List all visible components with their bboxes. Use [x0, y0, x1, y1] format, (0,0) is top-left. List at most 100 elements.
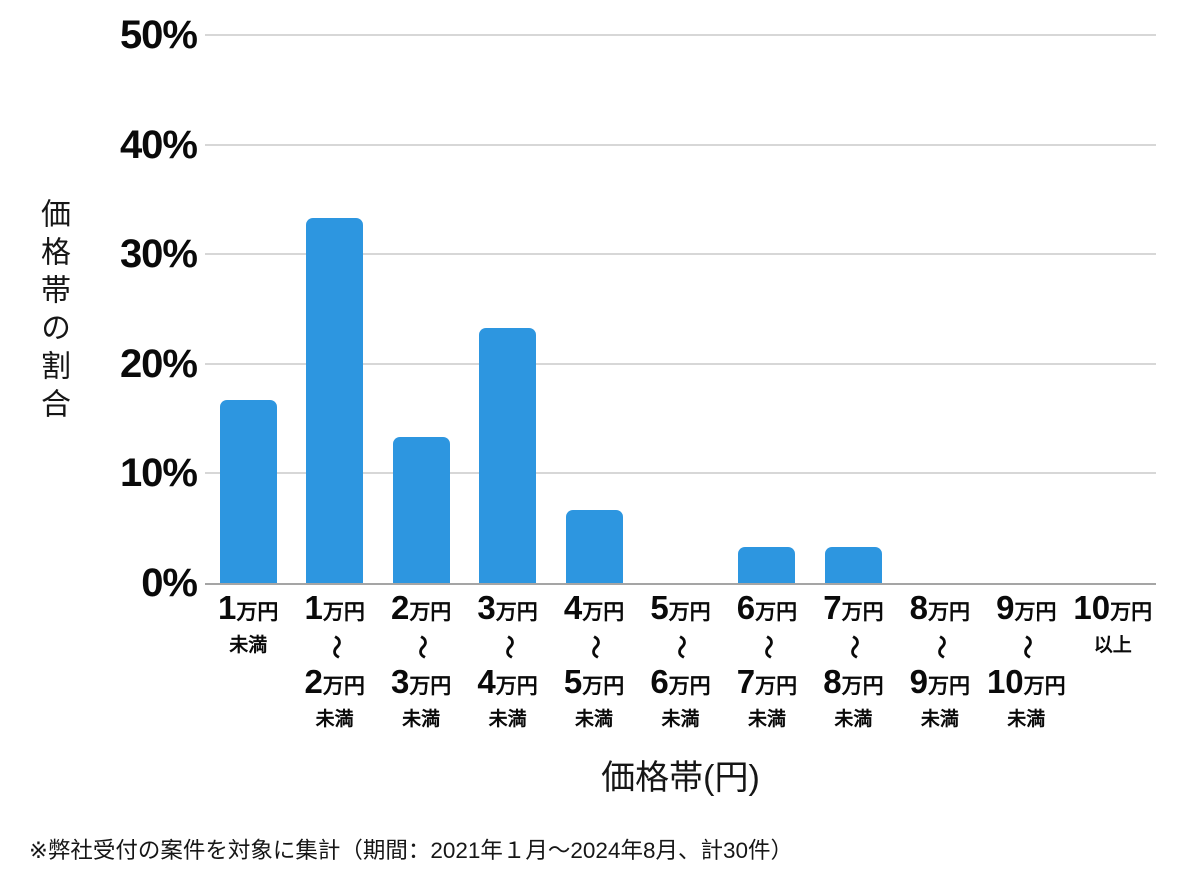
x-tick-number: 8: [823, 663, 842, 700]
x-tick-label: 2万円 〜 3万円 未満: [378, 591, 464, 733]
x-tick-number: 2: [304, 663, 323, 700]
x-tick-number: 6: [650, 663, 669, 700]
bar-slot: [378, 35, 464, 583]
x-tick-number: 8: [909, 589, 929, 626]
x-tick-suffix: 未満: [229, 635, 268, 656]
x-tick-label: 5万円 〜 6万円 未満: [637, 591, 723, 733]
x-tick-label: 9万円 〜 10万円 未満: [983, 591, 1069, 733]
gridline-20: [205, 362, 1156, 365]
tilde-glyph: 〜: [926, 635, 954, 659]
footnote: ※弊社受付の案件を対象に集計（期間：2021年１月～2024年8月、計30件）: [29, 838, 794, 863]
x-tick-unit: 万円: [1110, 601, 1153, 624]
x-tick-number: 7: [736, 663, 756, 700]
x-tick-number: 5: [563, 663, 583, 700]
gridline-40: [205, 143, 1156, 146]
y-axis-tick-labels: 50% 40% 30% 20% 10% 0%: [0, 11, 198, 607]
bar-6-7man: [738, 546, 796, 583]
x-tick-unit: 万円: [582, 675, 625, 698]
gridline-30: [205, 253, 1156, 256]
bars-container: [205, 35, 1156, 583]
tilde-glyph: 〜: [408, 635, 436, 659]
y-tick-30: 30%: [119, 232, 198, 277]
x-tick-number: 4: [477, 663, 496, 700]
bar-4-5man: [565, 509, 623, 583]
x-tick-unit: 万円: [409, 601, 452, 624]
bar-slot: [464, 35, 550, 583]
x-tick-label: 1万円 未満: [205, 591, 291, 733]
x-tick-number: 4: [563, 589, 583, 626]
x-tick-suffix: 未満: [661, 709, 700, 730]
bar-slot: [897, 35, 983, 583]
x-tick-unit: 万円: [928, 675, 971, 698]
x-tick-number: 3: [390, 663, 410, 700]
x-tick-number: 9: [909, 663, 929, 700]
gridline-50: [205, 34, 1156, 36]
x-tick-label: 1万円 〜 2万円 未満: [291, 591, 377, 733]
x-tick-number: 2: [390, 589, 410, 626]
x-tick-suffix: 未満: [920, 709, 959, 730]
x-tick-number: 10: [986, 663, 1024, 700]
tilde-glyph: 〜: [753, 635, 781, 659]
x-tick-unit: 万円: [236, 601, 279, 624]
x-tick-unit: 万円: [668, 675, 711, 698]
gridline-10: [205, 472, 1156, 475]
bar-7-8man: [824, 546, 882, 583]
x-tick-number: 10: [1073, 589, 1111, 626]
y-tick-10: 10%: [119, 451, 198, 496]
x-tick-number: 1: [304, 589, 323, 626]
x-tick-unit: 万円: [841, 601, 884, 624]
x-tick-unit: 万円: [495, 601, 538, 624]
bar-slot: [810, 35, 896, 583]
x-tick-unit: 万円: [841, 675, 884, 698]
bar-1-2man: [306, 218, 364, 583]
x-axis-tick-labels: 1万円 未満 1万円 〜 2万円 未満 2万円 〜 3万円 未満 3万円 〜 4…: [205, 591, 1156, 733]
y-axis-title: 価格帯の割合: [36, 198, 69, 426]
x-tick-unit: 万円: [322, 601, 365, 624]
bar-slot: [983, 35, 1069, 583]
tilde-glyph: 〜: [494, 635, 522, 659]
x-tick-unit: 万円: [1014, 601, 1057, 624]
x-tick-label: 10万円 以上: [1070, 591, 1156, 733]
bar-slot: [724, 35, 810, 583]
bar-slot: [1070, 35, 1156, 583]
bar-slot: [637, 35, 723, 583]
y-tick-20: 20%: [119, 341, 198, 386]
x-tick-suffix: 未満: [575, 709, 614, 730]
x-tick-number: 9: [996, 589, 1015, 626]
x-tick-number: 5: [650, 589, 669, 626]
x-tick-suffix: 未満: [1007, 709, 1046, 730]
x-tick-unit: 万円: [1023, 675, 1066, 698]
x-tick-unit: 万円: [668, 601, 711, 624]
x-tick-number: 1: [218, 589, 237, 626]
y-tick-0: 0%: [141, 560, 198, 605]
x-tick-suffix: 未満: [402, 709, 441, 730]
tilde-glyph: 〜: [1013, 635, 1041, 659]
x-axis-title: 価格帯(円): [601, 759, 760, 797]
x-tick-unit: 万円: [409, 675, 452, 698]
x-tick-unit: 万円: [322, 675, 365, 698]
x-tick-suffix: 未満: [834, 709, 873, 730]
bar-slot: [551, 35, 637, 583]
x-tick-suffix: 以上: [1093, 635, 1132, 656]
x-tick-suffix: 未満: [315, 709, 354, 730]
x-tick-label: 8万円 〜 9万円 未満: [897, 591, 983, 733]
bar-3-4man: [479, 327, 537, 583]
x-tick-label: 4万円 〜 5万円 未満: [551, 591, 637, 733]
x-tick-unit: 万円: [928, 601, 971, 624]
x-tick-label: 6万円 〜 7万円 未満: [724, 591, 810, 733]
y-tick-50: 50%: [119, 13, 198, 57]
plot-area: [205, 34, 1156, 585]
bar-slot: [205, 35, 291, 583]
x-tick-unit: 万円: [755, 675, 798, 698]
x-tick-number: 7: [823, 589, 842, 626]
tilde-glyph: 〜: [581, 635, 609, 659]
tilde-glyph: 〜: [840, 635, 868, 659]
x-tick-unit: 万円: [755, 601, 798, 624]
x-tick-suffix: 未満: [488, 709, 527, 730]
bar-under-1man: [219, 399, 277, 583]
x-tick-label: 7万円 〜 8万円 未満: [810, 591, 896, 733]
x-tick-unit: 万円: [495, 675, 538, 698]
bar-slot: [291, 35, 377, 583]
x-tick-unit: 万円: [582, 601, 625, 624]
